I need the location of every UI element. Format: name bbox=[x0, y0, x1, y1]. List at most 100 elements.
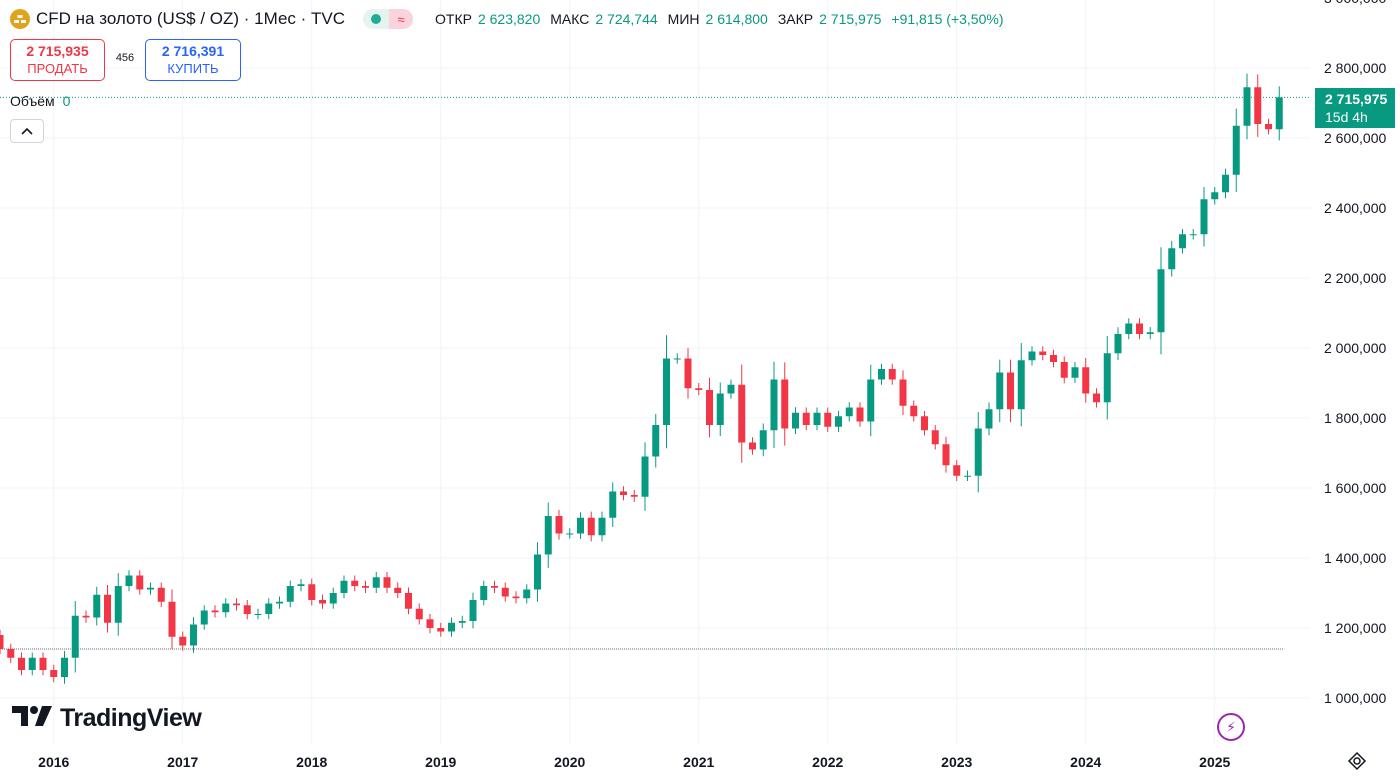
candle bbox=[265, 598, 273, 620]
candle-body bbox=[329, 593, 337, 604]
candle-body bbox=[71, 615, 79, 658]
candle bbox=[931, 425, 939, 450]
x-tick-label: 2021 bbox=[683, 754, 714, 770]
candle bbox=[695, 383, 703, 396]
brand-name: TradingView bbox=[60, 704, 202, 732]
candle bbox=[1275, 86, 1283, 141]
candle-body bbox=[243, 605, 251, 614]
candle-body bbox=[770, 379, 778, 431]
candle bbox=[663, 335, 670, 449]
candle bbox=[383, 572, 391, 593]
candle bbox=[759, 423, 767, 457]
candle bbox=[1254, 74, 1262, 137]
candle-body bbox=[1146, 332, 1154, 334]
candle bbox=[7, 643, 15, 663]
candle-body bbox=[448, 622, 455, 632]
candle bbox=[1050, 349, 1057, 368]
candle bbox=[534, 542, 541, 602]
candle bbox=[727, 379, 735, 399]
candle-body bbox=[727, 384, 735, 394]
candle bbox=[512, 591, 520, 604]
y-tick-label: 2 400,000 bbox=[1324, 200, 1386, 216]
candle bbox=[0, 629, 4, 655]
time-axis[interactable]: 2016 2017 2018 2019 2020 2021 2022 2023 2024 2025 bbox=[38, 754, 1230, 770]
y-tick-label: 1 800,000 bbox=[1324, 410, 1386, 426]
candle bbox=[1211, 187, 1219, 205]
candle-body bbox=[362, 586, 369, 588]
candle-body bbox=[985, 409, 993, 429]
candle-body bbox=[910, 405, 918, 417]
collapse-legend-button[interactable] bbox=[10, 119, 44, 143]
gold-coin-icon bbox=[10, 9, 30, 29]
candle bbox=[1200, 187, 1208, 247]
candle-body bbox=[286, 586, 294, 602]
candle-body bbox=[598, 517, 606, 536]
candle bbox=[770, 361, 778, 449]
candle bbox=[18, 652, 25, 676]
settings-icon[interactable] bbox=[1346, 750, 1368, 772]
candle-body bbox=[18, 657, 25, 670]
candle bbox=[200, 605, 208, 630]
candle bbox=[964, 470, 971, 481]
price-axis[interactable]: 1 000,000 1 200,000 1 400,000 1 600,000 1 80… bbox=[1324, 0, 1386, 706]
candle-body bbox=[1275, 97, 1283, 130]
candle-body bbox=[125, 575, 133, 586]
candle-body bbox=[82, 615, 90, 618]
candle bbox=[147, 582, 154, 595]
candle bbox=[813, 407, 821, 431]
candle-body bbox=[1189, 234, 1197, 236]
candle-body bbox=[491, 586, 498, 588]
open-value: 2 623,820 bbox=[477, 11, 541, 27]
volume-label: Объём bbox=[10, 93, 55, 109]
x-tick-label: 2025 bbox=[1199, 754, 1230, 770]
candle-body bbox=[1060, 362, 1068, 378]
market-open-dot-icon bbox=[371, 14, 382, 24]
buy-button[interactable]: 2 716,391 КУПИТЬ bbox=[145, 39, 241, 81]
candle-body bbox=[738, 384, 746, 443]
low-key: МИН bbox=[667, 11, 700, 27]
change-value: +91,815 (+3,50%) bbox=[891, 11, 1004, 27]
candle-body bbox=[544, 516, 552, 555]
tradingview-logo[interactable]: TradingView bbox=[12, 704, 202, 733]
candle bbox=[1103, 336, 1111, 420]
candle bbox=[996, 359, 1004, 423]
candle bbox=[136, 570, 144, 595]
candle bbox=[921, 411, 928, 436]
candle-body bbox=[1222, 174, 1229, 193]
symbol-title[interactable]: CFD на золото (US$ / OZ) · 1Мес · TVC bbox=[36, 9, 346, 28]
candle-body bbox=[1028, 351, 1036, 361]
sell-button[interactable]: 2 715,935 ПРОДАТЬ bbox=[10, 39, 105, 81]
lightning-icon[interactable]: ⚡ bbox=[1217, 713, 1245, 741]
x-tick-label: 2016 bbox=[38, 754, 69, 770]
volume-legend[interactable]: Объём 0 bbox=[10, 93, 70, 109]
candle-body bbox=[480, 586, 488, 600]
x-tick-label: 2018 bbox=[296, 754, 327, 770]
candle bbox=[340, 575, 348, 599]
candle bbox=[1222, 168, 1229, 199]
low-value: 2 614,800 bbox=[705, 11, 768, 27]
candle bbox=[286, 580, 294, 608]
spread-value: 456 bbox=[115, 52, 135, 64]
candle-body bbox=[1265, 124, 1272, 130]
candle bbox=[415, 603, 423, 625]
candle-body bbox=[1168, 248, 1176, 270]
candle bbox=[448, 617, 455, 637]
candle-body bbox=[501, 587, 509, 597]
candle-body bbox=[512, 596, 520, 599]
candle-body bbox=[523, 589, 531, 599]
candle bbox=[566, 528, 574, 539]
market-status-pill[interactable]: ≈ bbox=[363, 9, 414, 29]
candle-body bbox=[953, 465, 961, 476]
candle bbox=[684, 348, 692, 399]
candle bbox=[104, 584, 111, 633]
candle-body bbox=[136, 575, 144, 590]
candle-body bbox=[792, 412, 799, 429]
candle bbox=[749, 437, 756, 455]
candle-body bbox=[1103, 353, 1111, 403]
candle bbox=[61, 651, 68, 684]
y-tick-label: 1 600,000 bbox=[1324, 480, 1386, 496]
candle-body bbox=[1211, 192, 1219, 200]
candle-body bbox=[609, 491, 617, 518]
candle-body bbox=[276, 601, 283, 604]
